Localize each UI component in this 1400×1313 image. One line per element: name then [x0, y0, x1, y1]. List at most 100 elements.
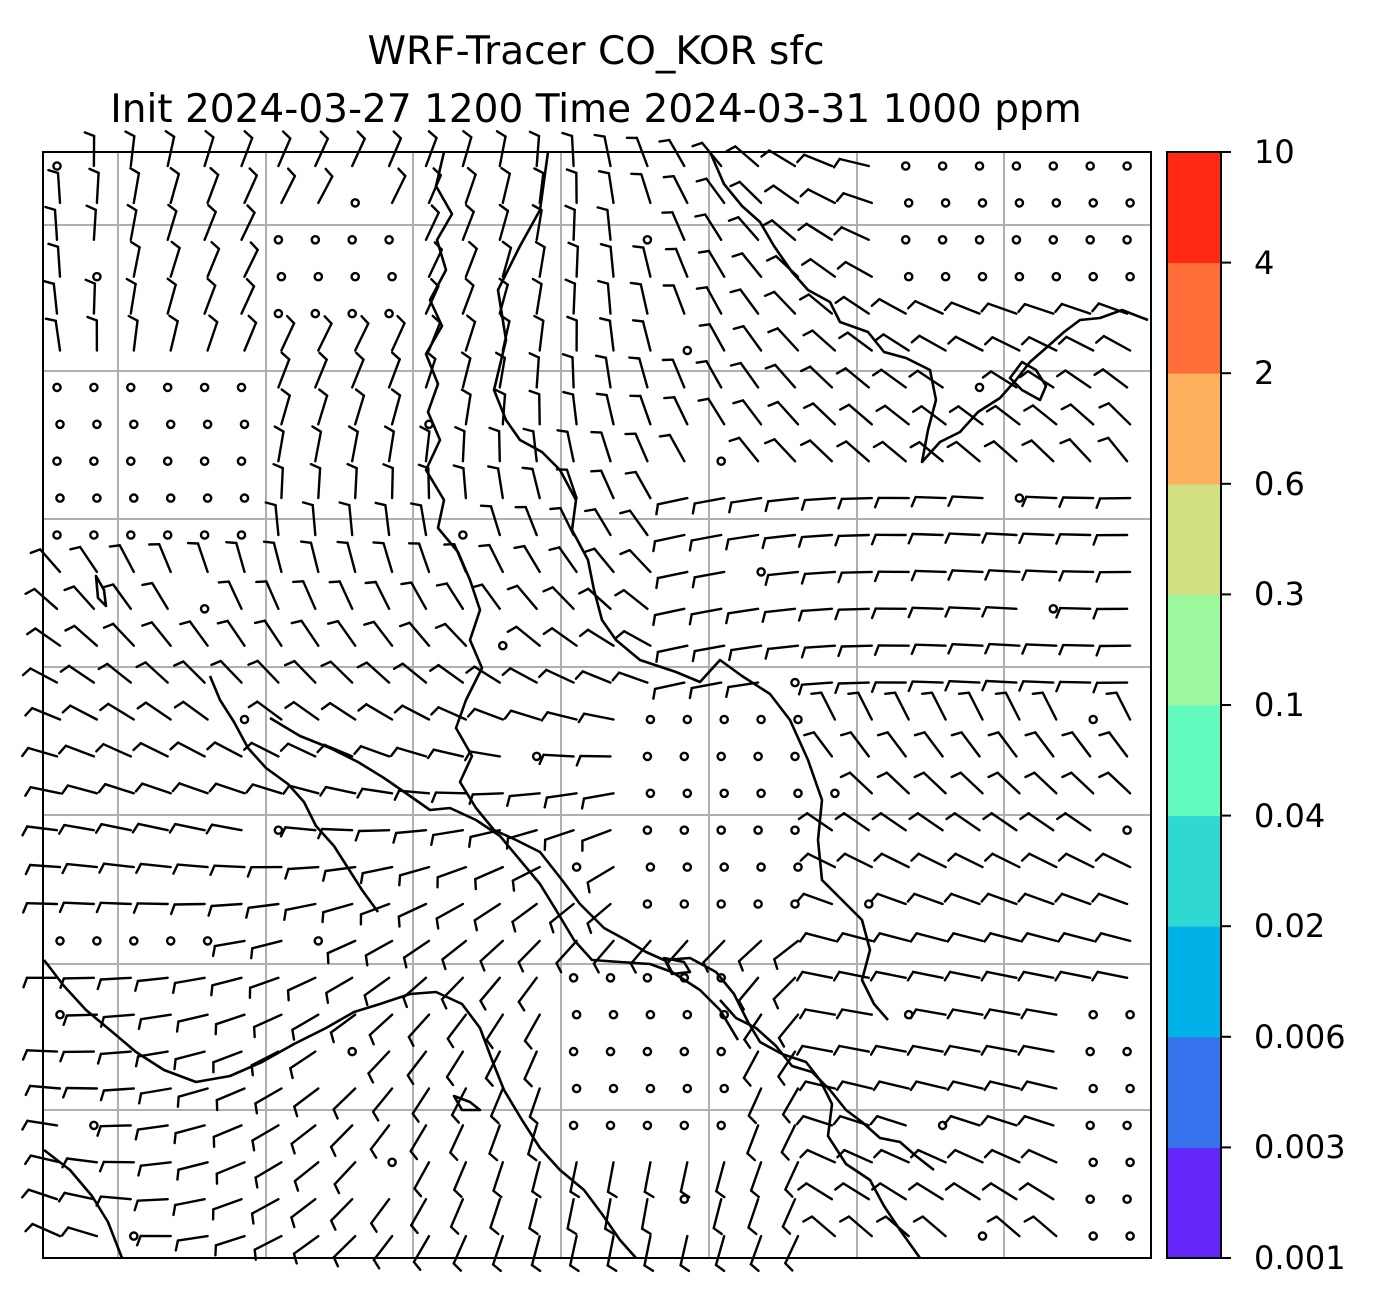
wind-barb	[943, 1114, 981, 1127]
wind-barb	[492, 1161, 504, 1199]
calm-circle	[977, 198, 988, 208]
wind-barb	[413, 1161, 431, 1198]
wind-barb	[1021, 439, 1055, 463]
wind-barb	[534, 240, 546, 278]
wind-barb	[632, 245, 652, 278]
wind-barb	[1058, 570, 1095, 582]
wind-barb	[691, 644, 726, 663]
wind-barb	[530, 1234, 542, 1273]
wind-barb	[95, 901, 133, 914]
wind-barb	[511, 902, 538, 933]
wind-barb	[578, 587, 612, 610]
wind-barb	[800, 570, 837, 585]
calm-circle	[1011, 234, 1022, 245]
calm-circle	[605, 1120, 616, 1131]
wind-barb	[871, 1182, 907, 1201]
island-small-1	[452, 1094, 482, 1112]
wind-barb	[1094, 334, 1132, 352]
wind-barb	[1017, 970, 1055, 982]
wind-barb	[763, 290, 797, 315]
wind-barb	[424, 278, 440, 315]
wind-barb	[986, 1215, 1021, 1238]
chart-title-line1: WRF-Tracer CO_KOR sfc	[367, 29, 825, 74]
wind-barb	[1097, 436, 1129, 463]
wind-barb	[277, 130, 292, 168]
wind-barb	[1021, 643, 1058, 655]
wind-barb	[837, 644, 873, 658]
calm-circle	[830, 788, 840, 799]
wind-barb	[876, 731, 907, 758]
calm-circle	[608, 1009, 619, 1020]
wind-barb	[488, 426, 501, 463]
wind-barb	[464, 314, 477, 352]
wind-barb	[24, 1084, 62, 1097]
wind-barb	[363, 976, 391, 1007]
wind-barb	[1018, 1182, 1055, 1201]
calm-circle	[719, 1009, 730, 1020]
wind-barb	[981, 370, 1018, 389]
wind-barb	[264, 501, 280, 537]
wind-barb	[1024, 731, 1055, 758]
calm-circle	[162, 530, 173, 540]
wind-barb	[174, 1234, 209, 1252]
wind-barb	[797, 812, 834, 832]
wind-barb	[540, 711, 578, 722]
wind-barb	[61, 704, 99, 721]
wind-barb	[1095, 644, 1132, 657]
calm-circle	[92, 419, 102, 430]
wind-barb	[594, 354, 612, 389]
wind-barb	[947, 643, 984, 655]
wind-barb	[293, 1161, 320, 1192]
calm-circle	[1048, 604, 1059, 614]
calm-circle	[682, 862, 693, 872]
wind-barb	[436, 865, 468, 889]
wind-barb	[737, 976, 760, 1011]
wind-barb	[498, 277, 509, 315]
wind-barb	[872, 1080, 910, 1092]
wind-barb	[1058, 643, 1095, 656]
wind-barb	[58, 744, 96, 758]
colorbar-tick-label: 0.1	[1254, 686, 1305, 724]
wind-barb	[479, 939, 504, 972]
wind-barb	[505, 829, 538, 850]
wind-barb	[590, 430, 612, 463]
calm-circle	[424, 419, 434, 430]
wind-barb	[417, 463, 431, 500]
calm-circle	[974, 161, 985, 171]
wind-barb	[870, 533, 907, 546]
wind-barb	[1098, 771, 1132, 795]
calm-circle	[790, 751, 800, 762]
wind-barb	[354, 315, 370, 352]
calm-circle	[1125, 1083, 1135, 1094]
wind-barb	[500, 166, 511, 205]
calm-circle	[568, 1120, 579, 1131]
wind-barb	[732, 399, 763, 426]
wind-barb	[1024, 771, 1058, 795]
wind-barb	[910, 852, 947, 869]
wind-barb	[528, 130, 541, 168]
wind-barb	[461, 277, 475, 315]
wind-barb	[328, 580, 354, 610]
wind-barb	[528, 1197, 539, 1236]
wind-barb	[522, 427, 538, 463]
calm-circle	[236, 530, 247, 540]
calm-circle	[273, 308, 284, 319]
wind-barb	[1098, 402, 1132, 426]
wind-barb	[906, 892, 944, 906]
wind-barb	[577, 712, 615, 724]
wind-barb	[141, 621, 172, 647]
wind-barb	[909, 1008, 947, 1020]
wind-barb	[393, 789, 431, 801]
wind-barb	[206, 240, 221, 278]
wind-barb	[169, 902, 206, 916]
wind-barb	[254, 1161, 283, 1189]
wind-barb	[743, 1013, 763, 1050]
wind-barb	[836, 440, 870, 463]
calm-circle	[642, 825, 653, 836]
wind-barb	[981, 679, 1018, 692]
wind-barb	[279, 742, 317, 758]
wind-barb	[747, 1087, 763, 1125]
wind-barb	[364, 580, 391, 610]
calm-circle	[128, 936, 139, 946]
wind-barb	[773, 939, 800, 970]
